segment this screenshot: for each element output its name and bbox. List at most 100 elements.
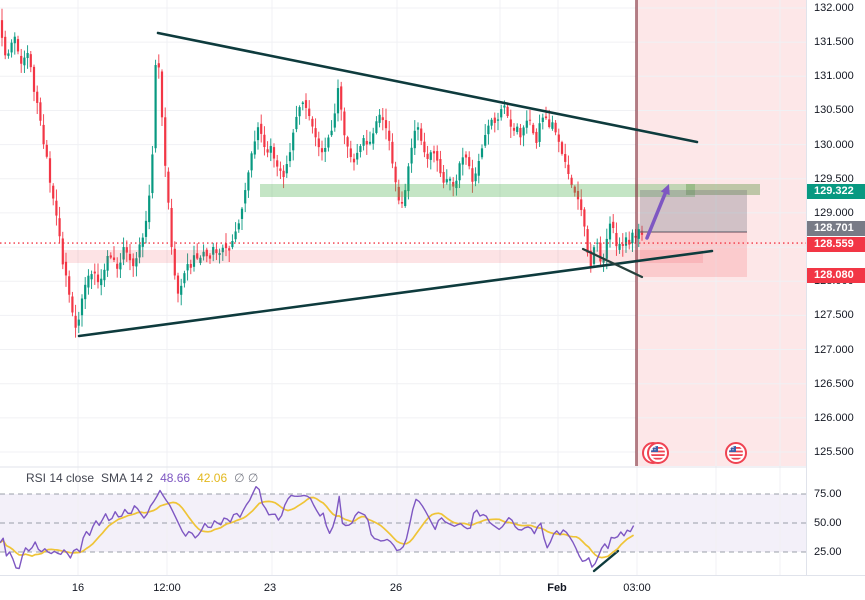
supply-zone-green-band[interactable] — [260, 184, 695, 197]
candle-body — [327, 137, 330, 148]
candle-body — [16, 39, 20, 52]
candle-body — [573, 186, 576, 193]
candle-body — [631, 232, 634, 244]
candle-body — [298, 107, 301, 117]
rsi-scale-label: 25.00 — [814, 546, 842, 558]
rsi-legend-token: ∅ ∅ — [234, 471, 259, 485]
candle-body — [538, 123, 541, 142]
rsi-scale-label: 75.00 — [814, 488, 842, 500]
rsi-legend-token: 48.66 — [160, 471, 191, 485]
candle-body — [605, 238, 608, 259]
candle-body — [282, 170, 285, 178]
candle-body — [359, 146, 362, 153]
candle-body — [39, 102, 42, 121]
candle-body — [426, 153, 429, 159]
rsi-legend-token: RSI 14 close — [26, 471, 95, 485]
projection-arrow-head[interactable] — [660, 184, 670, 196]
candle-body — [64, 261, 68, 276]
rsi-line — [0, 486, 635, 570]
candle-body — [256, 127, 260, 141]
candle-body — [432, 151, 436, 154]
candle-body — [570, 177, 573, 186]
target-zone-green-box[interactable] — [686, 184, 760, 195]
candle-body — [0, 20, 4, 38]
candle-body — [551, 122, 554, 129]
candle-body — [496, 119, 500, 121]
candle-body — [218, 253, 221, 256]
candle-body — [189, 263, 192, 268]
candle-body — [372, 133, 375, 144]
candle-body — [464, 154, 468, 158]
candle-body — [493, 117, 496, 123]
candle-body — [516, 126, 519, 132]
candle-body — [122, 247, 125, 260]
candle-body — [32, 66, 36, 92]
candle-body — [285, 164, 288, 174]
price-axis[interactable]: 132.000 131.500 131.000 130.500 130.000 129.5… — [806, 0, 865, 600]
candle-body — [564, 154, 567, 162]
candle-body — [266, 149, 269, 153]
candle-body — [548, 119, 551, 127]
candle-body — [244, 190, 247, 204]
candle-body — [138, 244, 141, 258]
candle-body — [554, 122, 557, 133]
candle-body — [490, 119, 493, 126]
candle-body — [48, 158, 52, 183]
future-session-zone[interactable] — [636, 0, 806, 466]
candle-body — [125, 247, 128, 253]
price-label: 129.000 — [814, 206, 854, 219]
us-flag-event-1[interactable] — [642, 442, 669, 464]
candle-body — [532, 124, 535, 134]
candle-body — [346, 137, 349, 147]
projection-arrow-shaft[interactable] — [645, 187, 669, 240]
candle-body — [522, 127, 525, 136]
candle-body — [45, 144, 48, 157]
candle-body — [253, 141, 256, 155]
candle-body — [365, 140, 368, 145]
price-label: 126.000 — [814, 411, 854, 424]
candle-body — [416, 127, 420, 130]
rsi-trendline[interactable] — [592, 549, 620, 573]
us-flag-event-2[interactable] — [725, 442, 747, 464]
ascending-trendline[interactable] — [77, 249, 714, 338]
candle-body — [484, 134, 487, 146]
candle-body — [637, 229, 640, 239]
projection-gray-box[interactable] — [640, 190, 747, 232]
candle-body — [205, 249, 208, 257]
price-label: 127.500 — [814, 309, 854, 322]
candle-body — [276, 160, 279, 167]
rsi-sma-line — [0, 496, 635, 559]
candle-body — [128, 253, 132, 261]
candle-body — [519, 127, 522, 138]
demand-zone-pink-band[interactable] — [63, 250, 703, 263]
candle-body — [445, 179, 448, 183]
candle-body — [100, 278, 103, 286]
time-axis[interactable]: 16 12:00 23 26 Feb 03:00 — [0, 575, 865, 600]
candle-body — [93, 271, 96, 274]
price-label: 129.500 — [814, 172, 854, 185]
candle-body — [180, 285, 183, 295]
candle-body — [215, 249, 218, 254]
candle-body — [640, 230, 644, 235]
candle-body — [68, 276, 71, 295]
breakdown-wedge-line[interactable] — [581, 247, 644, 279]
candle-body — [583, 209, 586, 227]
candle-body — [436, 151, 439, 161]
candle-body — [602, 258, 605, 263]
candle-body — [314, 128, 317, 138]
candle-body — [4, 36, 7, 56]
candle-body — [535, 131, 538, 143]
time-label: 23 — [263, 582, 277, 594]
descending-trendline[interactable] — [156, 31, 699, 144]
candle-body — [237, 223, 240, 230]
candle-body — [196, 253, 199, 259]
candle-body — [260, 123, 263, 134]
candle-body — [36, 91, 39, 103]
candle-body — [615, 232, 618, 247]
candle-body — [413, 130, 416, 149]
candle-body — [388, 130, 391, 141]
candle-body — [528, 119, 532, 121]
candle-body — [394, 166, 397, 183]
candle-body — [439, 159, 442, 174]
